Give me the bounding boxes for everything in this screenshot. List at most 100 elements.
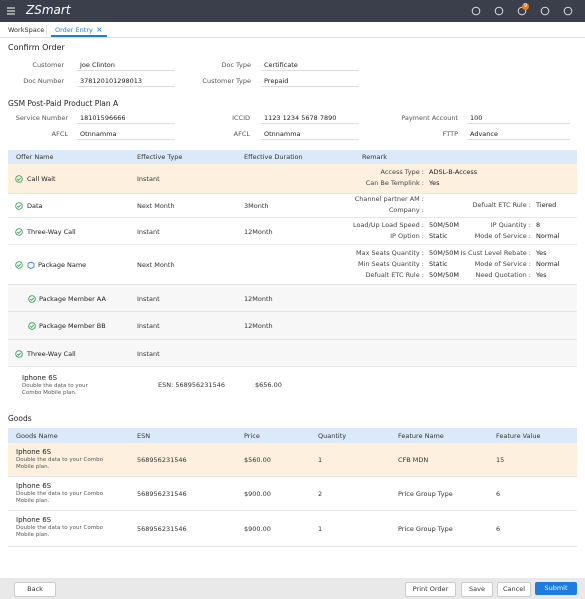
column-header: Effective Type [137,153,183,161]
field-label: Doc Type [221,61,251,69]
table-row [8,218,577,245]
remark-value: 50M/50M [429,270,459,279]
table-row [8,285,577,312]
field-value: Advance [470,130,498,138]
goods-feature-name: Price Group Type [398,525,453,533]
field-underline [467,123,570,124]
field-value: Joe Clinton [80,61,115,69]
goods-name: Iphone 6S [16,516,52,524]
effective-type: Next Month [137,202,175,210]
column-header: ESN [137,432,151,440]
goods-feature-name: CFB MDN [398,456,429,464]
table-row [8,477,577,511]
remark-label: Mode of Service : [474,259,531,268]
remark-value: Static [429,231,448,240]
device-name: Iphone 6S [22,374,58,382]
device-price: $656.00 [255,381,282,389]
remark-value: 8 [536,220,541,229]
status-icon [15,261,23,269]
button[interactable]: Back [14,582,56,597]
field-value: 378120101298013 [80,77,143,85]
device-esn: ESN: 568956231546 [158,381,225,389]
button[interactable]: Cancel [497,582,531,597]
goods-quantity: 1 [318,456,323,464]
top-bar [0,0,585,22]
column-header: Feature Value [496,432,541,440]
offer-name: Package Member AA [39,294,106,303]
column-header: Price [244,432,260,440]
goods-price: $900.00 [244,490,271,498]
remark-value: Yes [536,248,547,257]
field-underline [467,139,570,140]
goods-esn: 568956231546 [137,490,187,498]
field-value: 18101596666 [80,114,126,122]
status-icon [15,175,23,183]
package-icon [27,261,35,269]
column-header: Feature Name [398,432,444,440]
field-value: Prepaid [264,77,289,85]
field-underline [77,123,175,124]
remark-value: Yes [429,179,440,187]
logo: ZSmart [26,3,71,17]
effective-duration: 3Month [244,202,269,210]
menu-icon[interactable] [7,7,16,15]
remark-label: Channel partner AM : [354,195,424,203]
status-icon [15,202,23,210]
table-row [8,312,577,340]
tab-active[interactable]: Order Entry [55,26,93,34]
status-icon [15,227,23,236]
remark-label: Is Cust Level Rebate : [460,248,531,257]
field-value: Otnnamma [80,130,117,138]
remark-label: Need Quotation : [475,270,531,279]
field-label: AFCL [51,130,68,138]
offer-name: Package Name [38,261,87,269]
field-underline [261,139,359,140]
tab-divider [46,25,47,35]
table-header [8,428,577,443]
button[interactable]: Save [461,582,493,597]
field-underline [77,139,175,140]
table-row [8,511,577,547]
status-icon [28,294,36,303]
button[interactable]: Print Order [405,582,456,597]
status-icon [15,349,23,358]
goods-price: $900.00 [244,525,271,533]
table-row [8,164,577,194]
effective-type: Next Month [137,261,175,269]
remark-label: Access Type : [380,168,424,176]
field-underline [261,123,359,124]
header-icon[interactable] [471,6,481,16]
tab[interactable]: WorkSpace [8,26,45,34]
remark-label: IP Quantity : [490,220,531,229]
remark-value: 50M/50M [429,220,459,229]
goods-esn: 568956231546 [137,456,187,464]
field-value: Certificate [264,61,298,69]
remark-label: Load/Up Load Speed : [352,220,424,229]
effective-duration: 12Month [244,322,273,330]
column-header: Effective Duration [244,153,303,161]
tab-close[interactable]: × [96,25,103,34]
remark-value: Normal [536,231,560,240]
goods-name: Iphone 6S [16,482,52,490]
field-label: ICCID [232,114,250,122]
button[interactable]: Submit [535,582,577,595]
field-label: Customer [32,61,64,69]
goods-description: Double the data to your Combo Mobile pla… [16,525,103,538]
goods-feature-name: Price Group Type [398,490,453,498]
table-row [8,443,577,477]
header-icon[interactable] [540,6,550,16]
column-header: Goods Name [16,432,58,440]
section-title: GSM Post-Paid Product Plan A [8,99,119,108]
goods-feature-value: 6 [496,490,501,498]
effective-type: Instant [137,349,160,358]
header-icon[interactable] [494,6,504,16]
field-label: Payment Account [401,114,458,122]
effective-type: Instant [137,294,160,303]
header-icon[interactable] [563,6,573,16]
remark-value: Normal [536,259,560,268]
offer-name: Three-Way Call [27,349,76,358]
remark-label: Mode of Service : [474,231,531,240]
table-row [8,194,577,218]
offer-name: Three-Way Call [27,227,76,236]
effective-duration: 12Month [244,227,273,236]
